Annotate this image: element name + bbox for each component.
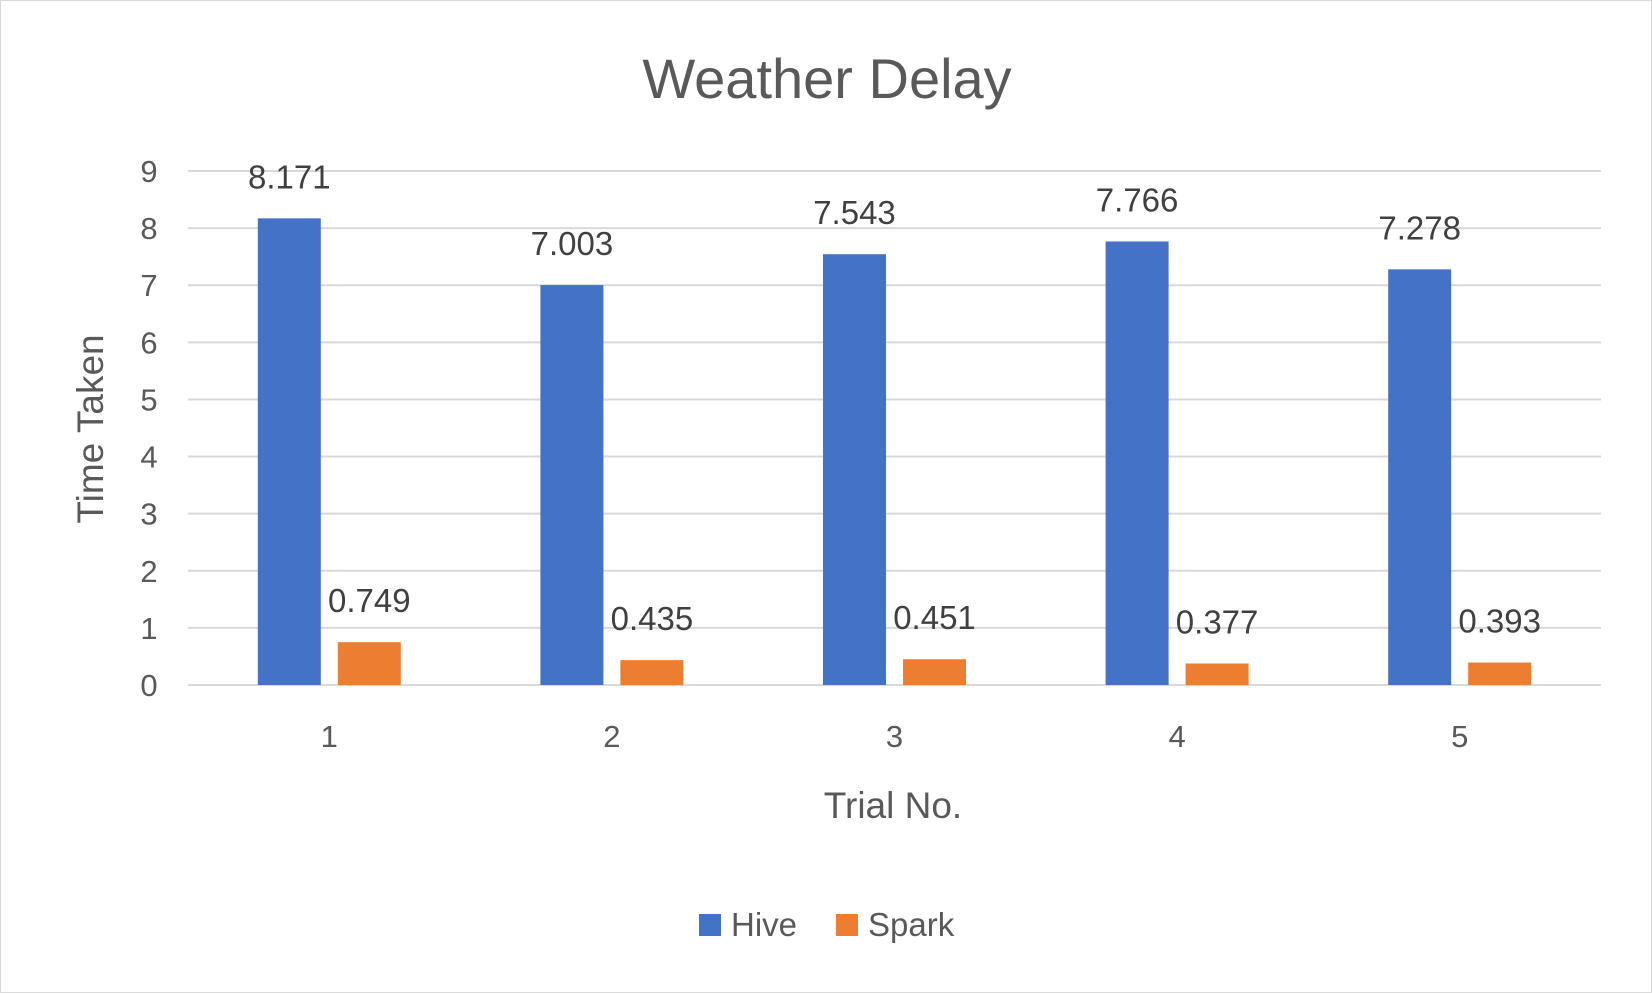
y-tick-label: 4 (140, 440, 157, 475)
bar-hive-2 (540, 285, 604, 685)
legend-label-spark: Spark (868, 906, 955, 943)
gridlines (188, 170, 1601, 686)
x-tick-label: 2 (603, 719, 620, 754)
y-tick-label: 5 (140, 382, 157, 417)
bar-hive-5 (1388, 269, 1452, 685)
legend-swatch-hive (699, 914, 721, 936)
data-labels: 8.171 0.749 7.003 0.435 7.543 0.451 7.766 0.377… (248, 158, 1541, 640)
legend-label-hive: Hive (731, 906, 797, 943)
legend: Hive Spark (699, 906, 955, 943)
y-tick-label: 2 (140, 554, 157, 589)
bars (257, 218, 1532, 686)
chart-title: Weather Delay (642, 47, 1011, 110)
data-label-hive-1: 8.171 (248, 158, 331, 195)
bar-spark-4 (1185, 663, 1249, 685)
x-axis-title: Trial No. (824, 785, 962, 826)
data-label-spark-5: 0.393 (1458, 603, 1541, 640)
y-axis-title: Time Taken (70, 334, 111, 523)
y-tick-label: 0 (140, 668, 157, 703)
x-tick-label: 1 (321, 719, 338, 754)
data-label-spark-3: 0.451 (893, 599, 976, 636)
y-tick-label: 8 (140, 211, 157, 246)
y-tick-label: 1 (140, 611, 157, 646)
data-label-spark-1: 0.749 (328, 582, 411, 619)
x-tick-label: 5 (1451, 719, 1468, 754)
bar-spark-5 (1468, 662, 1532, 685)
bar-spark-2 (620, 660, 684, 685)
data-label-hive-4: 7.766 (1096, 181, 1179, 218)
bar-hive-1 (257, 218, 321, 686)
bar-spark-1 (337, 642, 401, 685)
data-label-hive-3: 7.543 (813, 194, 896, 231)
x-axis-ticks: 1 2 3 4 5 (321, 719, 1469, 754)
bar-hive-4 (1105, 241, 1169, 686)
x-tick-label: 4 (1168, 719, 1185, 754)
x-tick-label: 3 (886, 719, 903, 754)
bar-hive-3 (823, 254, 886, 686)
y-tick-label: 7 (140, 268, 157, 303)
y-tick-label: 6 (140, 325, 157, 360)
data-label-hive-2: 7.003 (531, 225, 614, 262)
data-label-hive-5: 7.278 (1378, 209, 1461, 246)
data-label-spark-2: 0.435 (611, 600, 694, 637)
y-tick-label: 9 (140, 154, 157, 189)
legend-swatch-spark (836, 914, 858, 936)
y-axis-ticks: 0 1 2 3 4 5 6 7 8 9 (140, 154, 157, 703)
data-label-spark-4: 0.377 (1176, 603, 1259, 640)
y-tick-label: 3 (140, 497, 157, 532)
bar-spark-3 (903, 659, 966, 685)
